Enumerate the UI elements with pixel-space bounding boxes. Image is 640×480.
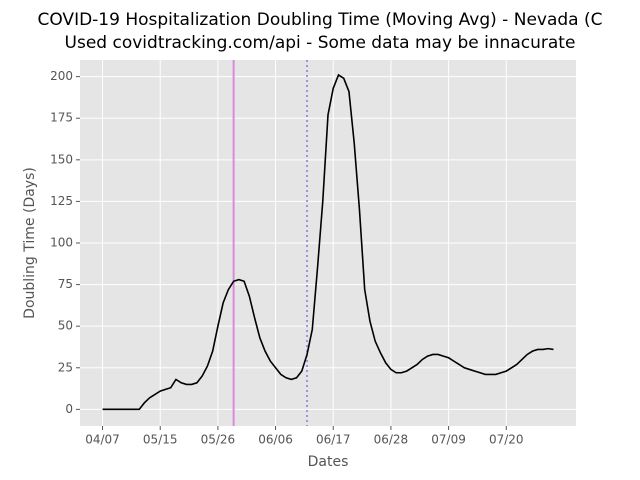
x-axis-label: Dates [308, 454, 349, 470]
y-axis-label: Doubling Time (Days) [22, 167, 38, 319]
y-tick-label: 100 [50, 236, 73, 250]
y-tick-label: 75 [58, 277, 73, 291]
x-tick-label: 06/28 [374, 433, 409, 447]
x-tick-label: 04/07 [85, 433, 120, 447]
y-tick-label: 200 [50, 69, 73, 83]
y-tick-label: 125 [50, 194, 73, 208]
y-tick-label: 175 [50, 111, 73, 125]
y-tick-label: 50 [58, 319, 73, 333]
x-tick-label: 07/09 [431, 433, 466, 447]
y-tick-label: 25 [58, 360, 73, 374]
x-tick-label: 06/06 [258, 433, 293, 447]
y-tick-label: 150 [50, 152, 73, 166]
y-tick-label: 0 [65, 402, 73, 416]
x-tick-label: 07/20 [489, 433, 524, 447]
x-tick-label: 06/17 [316, 433, 351, 447]
x-tick-label: 05/15 [143, 433, 178, 447]
line [102, 73, 554, 411]
x-tick-label: 05/26 [201, 433, 236, 447]
chart-subtitle: Used covidtracking.com/api - Some data m… [65, 33, 576, 53]
chart-title: COVID-19 Hospitalization Doubling Time (… [37, 10, 602, 30]
